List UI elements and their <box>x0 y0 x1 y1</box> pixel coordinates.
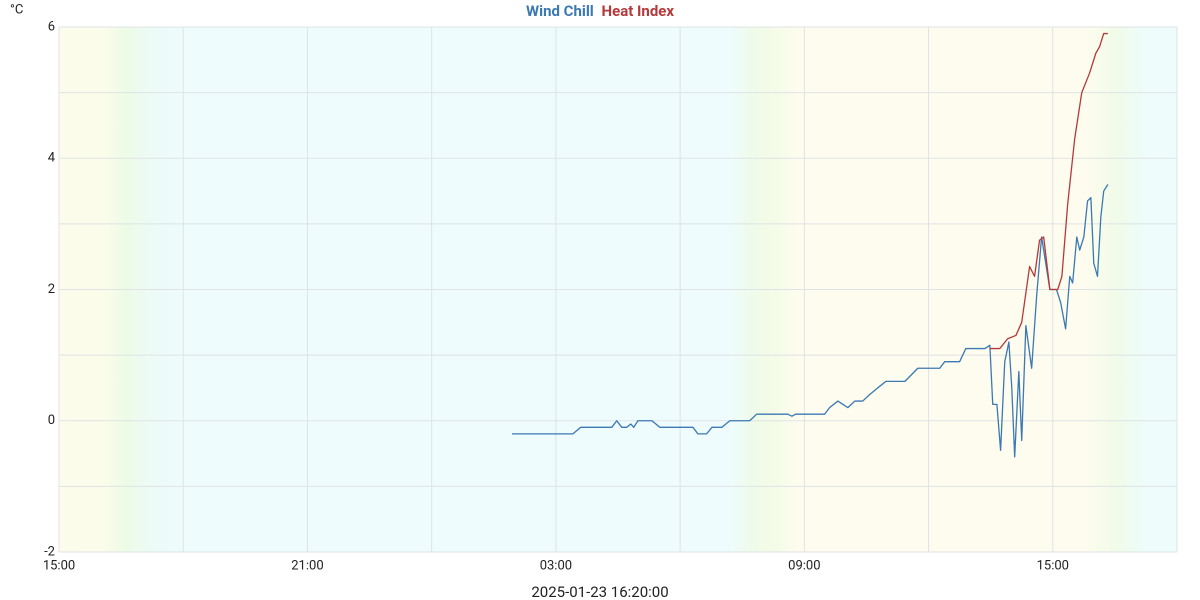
series-line <box>512 184 1109 458</box>
y-tick-label: -2 <box>44 544 55 559</box>
legend-entry: Wind Chill <box>526 2 594 20</box>
plot <box>512 32 1109 458</box>
x-tick-label: 09:00 <box>788 558 820 573</box>
grid <box>58 26 1178 553</box>
x-axis-label: 2025-01-23 16:20:00 <box>531 583 668 600</box>
y-tick-label: 2 <box>48 282 55 297</box>
series-line <box>989 32 1108 350</box>
y-tick-label: 6 <box>48 19 55 34</box>
x-tick-label: 15:00 <box>43 558 75 573</box>
y-tick-label: 0 <box>48 413 55 428</box>
y-axis-label: °C <box>10 2 23 17</box>
legend: Wind Chill Heat Index <box>526 2 674 20</box>
legend-title: Wind Chill Heat Index <box>526 2 674 20</box>
legend-entry: Heat Index <box>602 2 675 20</box>
y-tick-label: 4 <box>48 151 56 166</box>
x-tick-label: 15:00 <box>1037 558 1069 573</box>
x-tick-label: 03:00 <box>540 558 572 573</box>
x-tick-label: 21:00 <box>291 558 323 573</box>
